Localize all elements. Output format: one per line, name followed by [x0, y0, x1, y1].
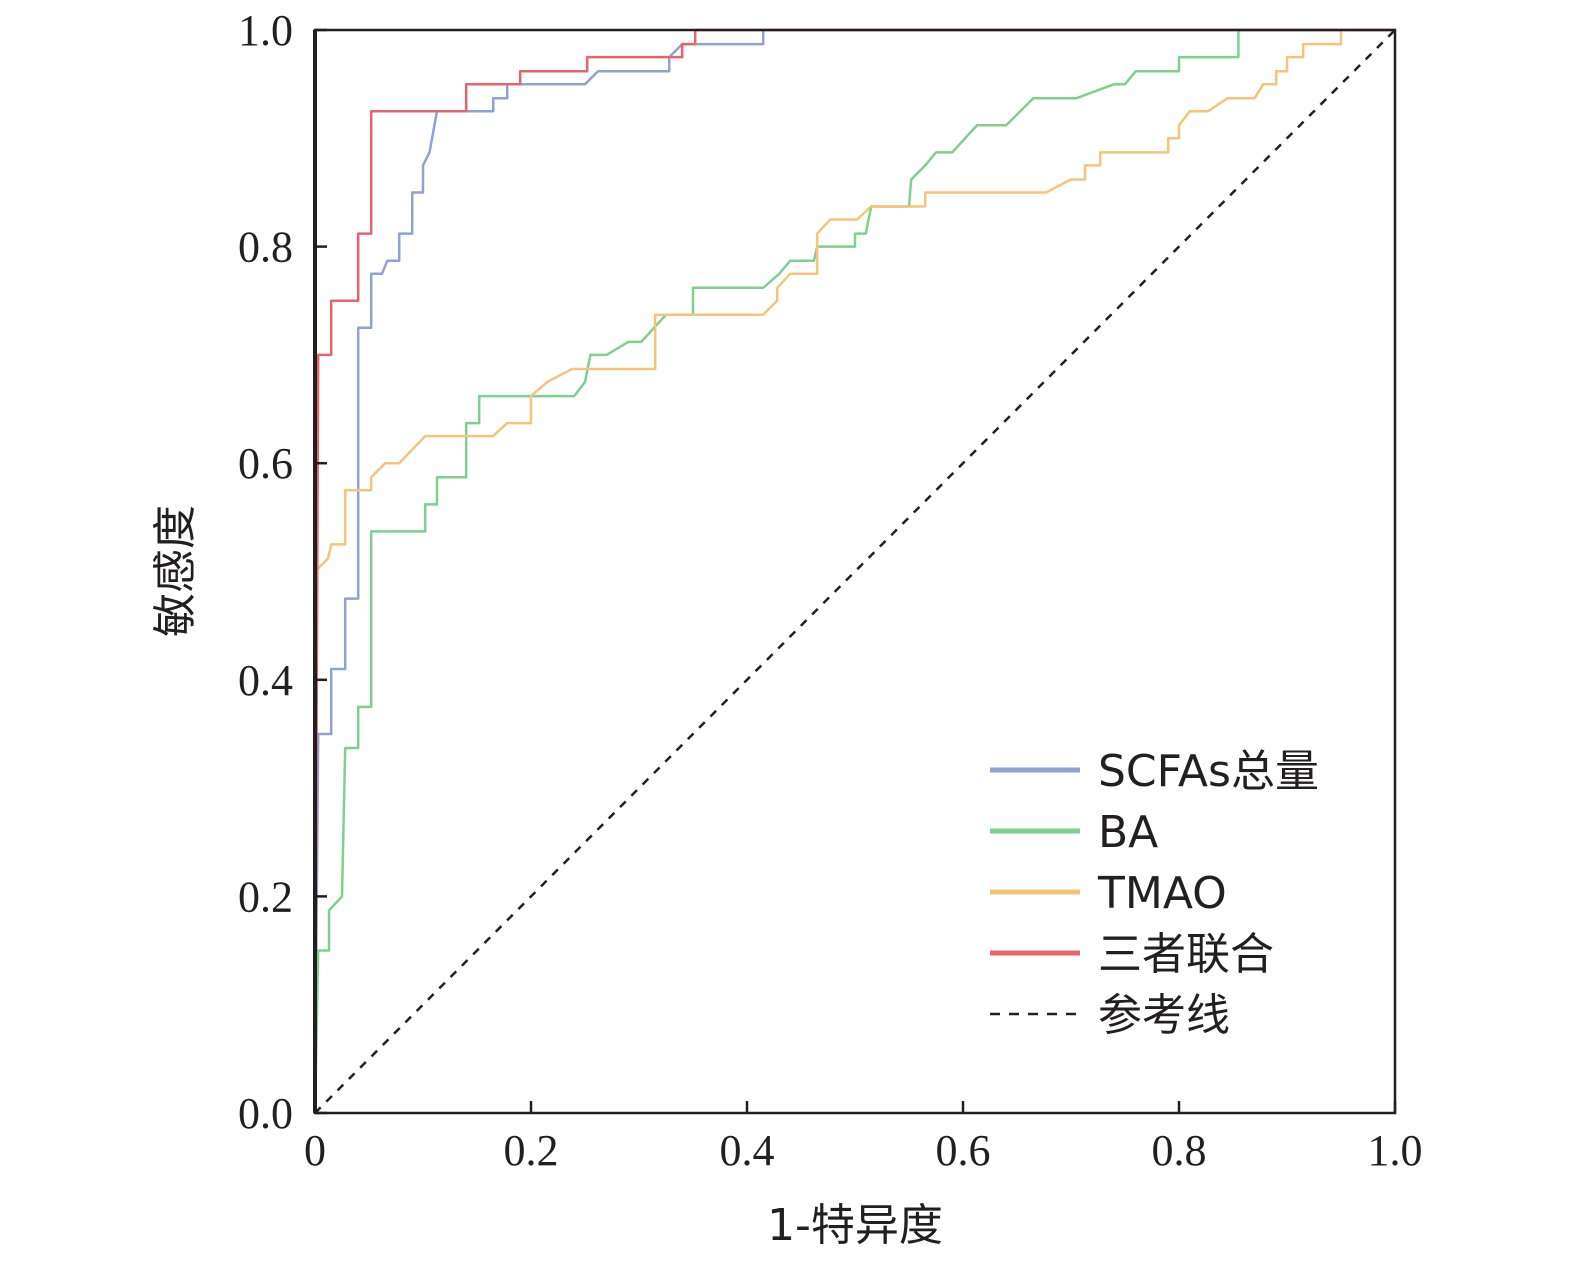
y-tick-label: 0.8	[238, 223, 293, 272]
y-tick-label: 0.4	[238, 656, 293, 705]
x-tick-label: 0.6	[936, 1126, 991, 1175]
legend-label-4: 参考线	[1098, 990, 1230, 1041]
x-tick-label: 0	[304, 1126, 326, 1175]
x-tick-label: 0.2	[504, 1126, 559, 1175]
series-line-1	[313, 28, 1395, 1114]
legend-label-3: 三者联合	[1098, 929, 1274, 980]
y-tick-label: 0.0	[238, 1089, 293, 1138]
series-line-0	[313, 28, 1395, 1114]
y-axis-ticks: 0.0 0.2 0.4 0.6 0.8 1.0	[238, 6, 327, 1138]
x-axis-title: 1-特异度	[767, 1200, 943, 1251]
y-tick-label: 1.0	[238, 6, 293, 55]
x-tick-label: 1.0	[1368, 1126, 1423, 1175]
legend-label-2: TMAO	[1097, 868, 1227, 919]
x-tick-label: 0.8	[1152, 1126, 1207, 1175]
series-line-2	[314, 28, 1395, 573]
y-tick-label: 0.6	[238, 439, 293, 488]
series-line-3	[313, 28, 1395, 1114]
x-axis-ticks: 0 0.2 0.4 0.6 0.8 1.0	[304, 1101, 1423, 1175]
x-tick-label: 0.4	[720, 1126, 775, 1175]
legend-label-1: BA	[1098, 807, 1158, 858]
legend-label-0: SCFAs总量	[1098, 746, 1319, 797]
roc-curves	[313, 28, 1396, 1114]
y-axis-title: 敏感度	[150, 505, 201, 637]
y-tick-label: 0.2	[238, 872, 293, 921]
